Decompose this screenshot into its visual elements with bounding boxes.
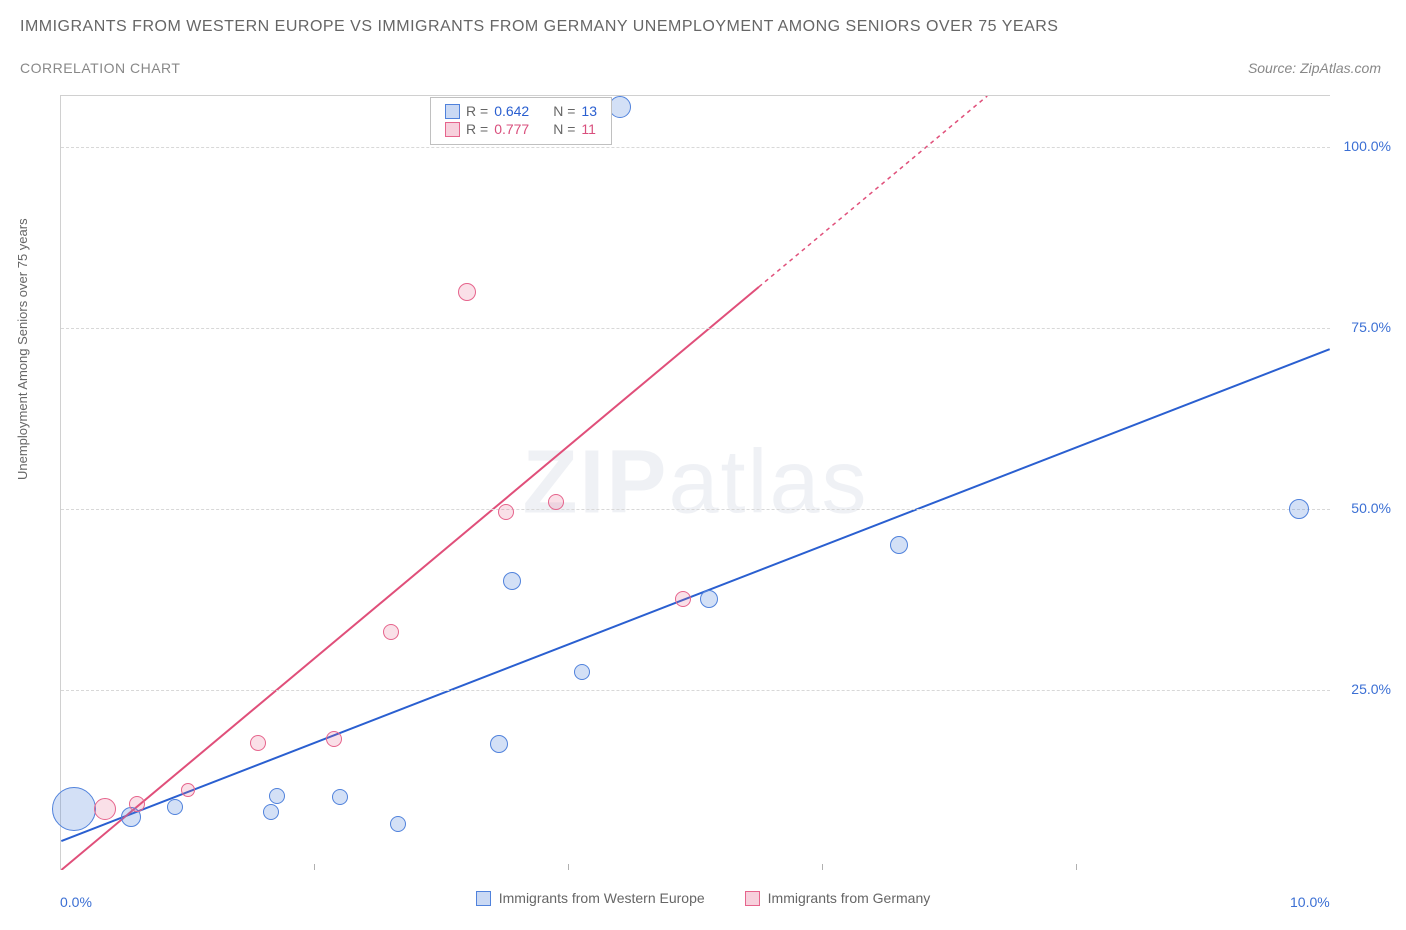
legend-swatch <box>745 891 760 906</box>
data-point <box>675 591 691 607</box>
watermark: ZIPatlas <box>522 432 868 535</box>
gridline <box>61 509 1330 510</box>
r-label: R = <box>466 121 488 137</box>
legend-label: Immigrants from Germany <box>768 890 931 906</box>
trend-lines-svg <box>61 96 1330 870</box>
stat-row: R = 0.642 N = 13 <box>445 102 597 120</box>
data-point <box>490 735 508 753</box>
x-minor-tick <box>1076 864 1077 870</box>
data-point <box>574 664 590 680</box>
n-value: 11 <box>581 121 596 137</box>
x-tick-label: 10.0% <box>1290 894 1330 910</box>
series-swatch <box>445 104 460 119</box>
chart-subtitle: CORRELATION CHART <box>20 60 180 76</box>
y-tick-label: 25.0% <box>1351 681 1391 697</box>
n-label: N = <box>553 121 575 137</box>
data-point <box>326 731 342 747</box>
gridline <box>61 147 1330 148</box>
legend-item: Immigrants from Germany <box>745 890 931 906</box>
y-tick-label: 50.0% <box>1351 500 1391 516</box>
stat-row: R = 0.777 N = 11 <box>445 120 597 138</box>
n-label: N = <box>553 103 575 119</box>
legend-swatch <box>476 891 491 906</box>
source-attribution: Source: ZipAtlas.com <box>1248 60 1381 76</box>
data-point <box>503 572 521 590</box>
n-value: 13 <box>581 103 597 119</box>
data-point <box>700 590 718 608</box>
watermark-thin: atlas <box>668 433 868 533</box>
data-point <box>609 96 631 118</box>
correlation-stats-box: R = 0.642 N = 13 R = 0.777 N = 11 <box>430 97 612 145</box>
data-point <box>129 796 145 812</box>
gridline <box>61 690 1330 691</box>
data-point <box>548 494 564 510</box>
data-point <box>1289 499 1309 519</box>
source-label: Source: <box>1248 60 1296 76</box>
watermark-bold: ZIP <box>522 433 668 533</box>
x-tick-label: 0.0% <box>60 894 92 910</box>
x-minor-tick <box>314 864 315 870</box>
y-tick-label: 100.0% <box>1344 138 1391 154</box>
data-point <box>383 624 399 640</box>
data-point <box>263 804 279 820</box>
chart-plot-area: ZIPatlas <box>60 95 1330 870</box>
data-point <box>52 787 96 831</box>
legend-item: Immigrants from Western Europe <box>476 890 705 906</box>
legend: Immigrants from Western Europe Immigrants… <box>0 890 1406 906</box>
data-point <box>390 816 406 832</box>
data-point <box>332 789 348 805</box>
data-point <box>94 798 116 820</box>
data-point <box>167 799 183 815</box>
data-point <box>458 283 476 301</box>
gridline <box>61 328 1330 329</box>
data-point <box>181 783 195 797</box>
series-swatch <box>445 122 460 137</box>
x-minor-tick <box>822 864 823 870</box>
r-value: 0.777 <box>494 121 529 137</box>
r-label: R = <box>466 103 488 119</box>
data-point <box>250 735 266 751</box>
x-minor-tick <box>568 864 569 870</box>
source-name: ZipAtlas.com <box>1300 60 1381 76</box>
data-point <box>890 536 908 554</box>
y-tick-label: 75.0% <box>1351 319 1391 335</box>
data-point <box>498 504 514 520</box>
legend-label: Immigrants from Western Europe <box>499 890 705 906</box>
chart-title: IMMIGRANTS FROM WESTERN EUROPE VS IMMIGR… <box>20 18 1058 36</box>
data-point <box>269 788 285 804</box>
y-axis-label: Unemployment Among Seniors over 75 years <box>15 218 30 480</box>
r-value: 0.642 <box>494 103 529 119</box>
